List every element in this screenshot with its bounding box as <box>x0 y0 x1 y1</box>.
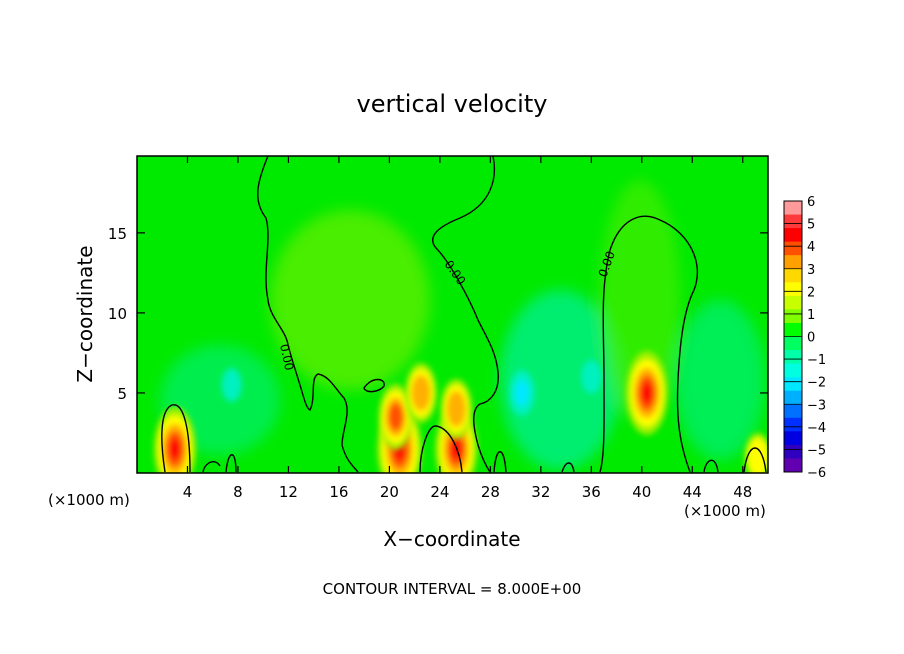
colorbar-tick-label: 2 <box>807 285 815 300</box>
x-tick-label: 48 <box>733 483 752 501</box>
plot-area: 0.00 0.00 0.00 <box>137 156 768 473</box>
velocity-feature <box>221 368 242 402</box>
contour-bump-5 <box>561 462 575 473</box>
velocity-features <box>153 350 768 473</box>
contour-bump-7 <box>743 447 767 473</box>
colorbar-tick-label: −3 <box>807 398 826 413</box>
colorbar-swatch <box>784 282 802 297</box>
colorbar-swatch <box>784 336 802 351</box>
velocity-feature <box>625 350 668 435</box>
velocity-feature-layer <box>641 382 653 404</box>
x-unit-left: (×1000 m) <box>48 491 130 509</box>
colorbar-tick-label: 4 <box>807 240 815 255</box>
right-warm-region <box>600 180 680 420</box>
colorbar-swatch <box>784 241 802 256</box>
colorbar-swatch <box>784 201 802 216</box>
x-axis-label: X−coordinate <box>383 527 520 551</box>
colorbar-swatch <box>784 228 802 243</box>
colorbar-tick-label: 3 <box>807 263 815 278</box>
velocity-feature <box>440 378 473 439</box>
mid-cool-region <box>500 290 620 470</box>
y-axis-label: Z−coordinate <box>73 245 97 382</box>
contour-center <box>432 156 499 473</box>
velocity-feature <box>509 370 535 416</box>
velocity-feature-layer <box>581 360 602 394</box>
y-tick-label: 10 <box>108 305 127 323</box>
colorbar-tick-label: −4 <box>807 421 826 436</box>
colorbar-swatch <box>784 458 802 473</box>
contour-bubble-left <box>161 404 191 473</box>
contour-labels: 0.00 0.00 0.00 <box>277 249 618 372</box>
velocity-feature-layer <box>169 438 181 460</box>
x-tick-label: 40 <box>632 483 651 501</box>
zero-contours <box>161 156 767 473</box>
colorbar-tick-label: −6 <box>807 466 826 481</box>
contour-interval-footer: CONTOUR INTERVAL = 8.000E+00 <box>323 580 582 598</box>
colorbar-swatch <box>784 214 802 229</box>
x-tick-label: 28 <box>481 483 500 501</box>
x-tick-label: 8 <box>233 483 243 501</box>
colorbar-swatch <box>784 431 802 446</box>
velocity-feature-layer <box>514 380 529 406</box>
contour-left <box>257 156 359 473</box>
velocity-feature-layer <box>411 374 431 411</box>
colorbar-tick-label: 1 <box>807 308 815 323</box>
x-unit-right: (×1000 m) <box>684 502 766 520</box>
x-tick-label: 36 <box>582 483 601 501</box>
velocity-feature-layer <box>747 437 768 473</box>
velocity-feature-layer <box>221 368 242 402</box>
colorbar-tick-label: −2 <box>807 376 826 391</box>
colorbar-swatch <box>784 417 802 432</box>
y-axis: 5 10 15 <box>108 225 768 403</box>
contour-bump-4 <box>493 451 507 473</box>
colorbar-swatch <box>784 309 802 324</box>
colorbar-swatch <box>784 295 802 310</box>
colorbar-swatch <box>784 268 802 283</box>
colorbar-swatch <box>784 390 802 405</box>
x-tick-label: 12 <box>279 483 298 501</box>
velocity-feature <box>581 360 602 394</box>
y-tick-label: 15 <box>108 225 127 243</box>
colorbar-tick-label: −5 <box>807 443 826 458</box>
colorbar-swatch <box>784 377 802 392</box>
velocity-feature <box>378 383 413 450</box>
contour-label: 0.00 <box>277 343 296 372</box>
colorbar-swatch <box>784 404 802 419</box>
x-tick-label: 4 <box>183 483 193 501</box>
background-shading <box>160 180 765 470</box>
contour-right <box>599 215 699 473</box>
right-cool-region <box>675 300 765 460</box>
x-tick-label: 16 <box>329 483 348 501</box>
velocity-feature-layer <box>446 390 466 427</box>
x-tick-label: 20 <box>380 483 399 501</box>
plot-frame <box>136 155 769 474</box>
x-axis: 4 8 12 16 20 24 28 32 36 40 44 48 <box>183 156 752 501</box>
y-tick-label: 5 <box>117 385 127 403</box>
colorbar-swatch <box>784 444 802 459</box>
colorbar-tick-label: 6 <box>807 195 815 210</box>
colorbar-tick-label: 0 <box>807 331 815 346</box>
contour-bump-1 <box>202 461 221 473</box>
colorbar-swatch <box>784 363 802 378</box>
upper-warm-region <box>270 210 430 390</box>
contour-loop-mid <box>363 378 385 393</box>
contour-bump-2 <box>225 454 237 473</box>
colorbar-tick-label: −1 <box>807 353 826 368</box>
x-tick-label: 44 <box>683 483 702 501</box>
contour-bump-3 <box>419 425 463 473</box>
velocity-feature <box>744 432 768 473</box>
chart-title: vertical velocity <box>357 90 548 118</box>
colorbar: 6 5 4 3 2 1 0 −1 −2 −3 −4 −5 −6 <box>783 195 826 481</box>
colorbar-tick-label: 5 <box>807 218 815 233</box>
x-tick-label: 32 <box>531 483 550 501</box>
colorbar-swatch <box>784 322 802 337</box>
colorbar-swatch <box>784 350 802 365</box>
colorbar-swatch <box>784 255 802 270</box>
velocity-feature <box>405 362 437 423</box>
contour-bump-6 <box>703 459 719 473</box>
x-tick-label: 24 <box>430 483 449 501</box>
velocity-feature-layer <box>388 403 403 431</box>
